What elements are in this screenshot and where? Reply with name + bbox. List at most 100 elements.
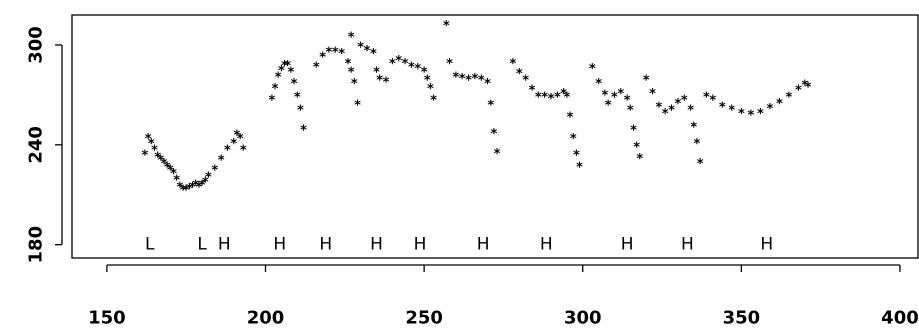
point: * [167,164,174,179]
point: * [491,127,498,142]
point: * [234,129,241,144]
y-tick-label: 240 [26,126,47,164]
annotation: H [273,235,286,255]
point: * [611,90,618,105]
point: * [563,90,570,105]
point: * [240,144,247,159]
point: * [357,40,364,55]
point: * [338,47,345,62]
point: * [205,170,212,185]
point: * [151,144,158,159]
point: * [186,182,193,197]
point: * [510,57,517,72]
annotation: L [197,235,207,255]
point: * [332,45,339,60]
point: * [157,154,164,169]
annotation: H [370,235,383,255]
point: * [709,94,716,109]
point: * [195,180,202,195]
point: * [605,99,612,114]
point: * [703,90,710,105]
point: * [776,97,783,112]
x-tick-label: 150 [88,308,126,329]
point: * [297,104,304,119]
point: * [268,94,275,109]
point: * [183,184,190,199]
point: * [697,157,704,172]
point: * [278,64,285,79]
point: * [516,67,523,82]
y-tick-label: 180 [26,226,47,264]
point: * [376,74,383,89]
point: * [313,60,320,75]
point: * [202,175,209,190]
point: * [370,47,377,62]
annotation: H [414,235,427,255]
annotation: H [760,235,773,255]
x-tick-label: 200 [247,308,285,329]
x-tick-label: 250 [405,308,443,329]
point: * [570,132,577,147]
point: * [484,77,491,92]
point: * [738,107,745,122]
point: * [786,90,793,105]
point: * [719,100,726,115]
point: * [424,74,431,89]
point: * [675,97,682,112]
point: * [602,89,609,104]
point: * [478,74,485,89]
plot-frame [71,14,919,259]
point: * [452,70,459,85]
point: * [687,104,694,119]
point: * [529,84,536,99]
point: * [199,179,206,194]
point: * [142,149,149,164]
annotation: H [621,235,634,255]
point: * [170,167,177,182]
point: * [643,74,650,89]
point: * [576,160,583,175]
point: * [494,147,501,162]
point: * [345,57,352,72]
point: * [757,107,764,122]
point: * [164,160,171,175]
point: * [487,99,494,114]
point: * [351,77,358,92]
point: * [192,179,199,194]
point: * [272,82,279,97]
point: * [402,57,409,72]
point: * [211,164,218,179]
point: * [681,94,688,109]
point: * [624,94,631,109]
point: * [636,152,643,167]
x-tick-label: 350 [723,308,761,329]
point: * [567,110,574,125]
point: * [218,154,225,169]
point: * [291,77,298,92]
point: * [560,87,567,102]
point: * [154,150,161,165]
annotation: H [218,235,231,255]
annotation: L [145,235,155,255]
point: * [630,124,637,139]
point: * [173,174,180,189]
point: * [728,104,735,119]
point: * [573,149,580,164]
annotation: H [681,235,694,255]
point: * [284,59,291,74]
point: * [189,180,196,195]
point: * [633,140,640,155]
point: * [617,87,624,102]
x-tick-label: 400 [881,308,919,329]
point: * [224,144,231,159]
point: * [408,60,415,75]
point: * [230,137,237,152]
point: * [389,57,396,72]
point: * [805,80,812,95]
point: * [649,87,656,102]
point: * [326,45,333,60]
point: * [300,124,307,139]
point: * [465,74,472,89]
point: * [421,65,428,80]
